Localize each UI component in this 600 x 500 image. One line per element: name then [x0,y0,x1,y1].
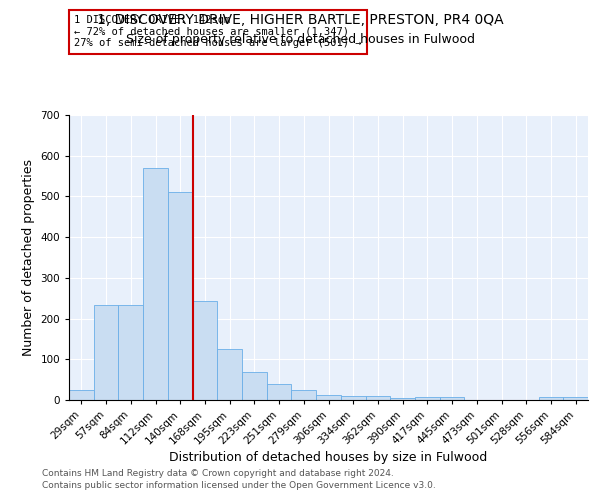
Bar [242,372,267,400]
Bar [168,192,193,400]
Bar [341,396,365,400]
Bar [563,397,588,400]
Bar [316,395,341,400]
Bar [415,396,440,400]
Text: Contains HM Land Registry data © Crown copyright and database right 2024.: Contains HM Land Registry data © Crown c… [42,468,394,477]
Y-axis label: Number of detached properties: Number of detached properties [22,159,35,356]
Text: 1 DISCOVERY DRIVE: 142sqm
← 72% of detached houses are smaller (1,347)
27% of se: 1 DISCOVERY DRIVE: 142sqm ← 72% of detac… [74,15,362,48]
Text: Size of property relative to detached houses in Fulwood: Size of property relative to detached ho… [125,32,475,46]
Bar [69,390,94,400]
Bar [143,168,168,400]
Text: Contains public sector information licensed under the Open Government Licence v3: Contains public sector information licen… [42,481,436,490]
Bar [118,305,143,400]
Bar [390,398,415,400]
X-axis label: Distribution of detached houses by size in Fulwood: Distribution of detached houses by size … [169,452,488,464]
Bar [365,396,390,400]
Text: 1, DISCOVERY DRIVE, HIGHER BARTLE, PRESTON, PR4 0QA: 1, DISCOVERY DRIVE, HIGHER BARTLE, PREST… [97,12,503,26]
Bar [217,349,242,400]
Bar [292,390,316,400]
Bar [193,301,217,400]
Bar [440,396,464,400]
Bar [539,397,563,400]
Bar [267,384,292,400]
Bar [94,305,118,400]
